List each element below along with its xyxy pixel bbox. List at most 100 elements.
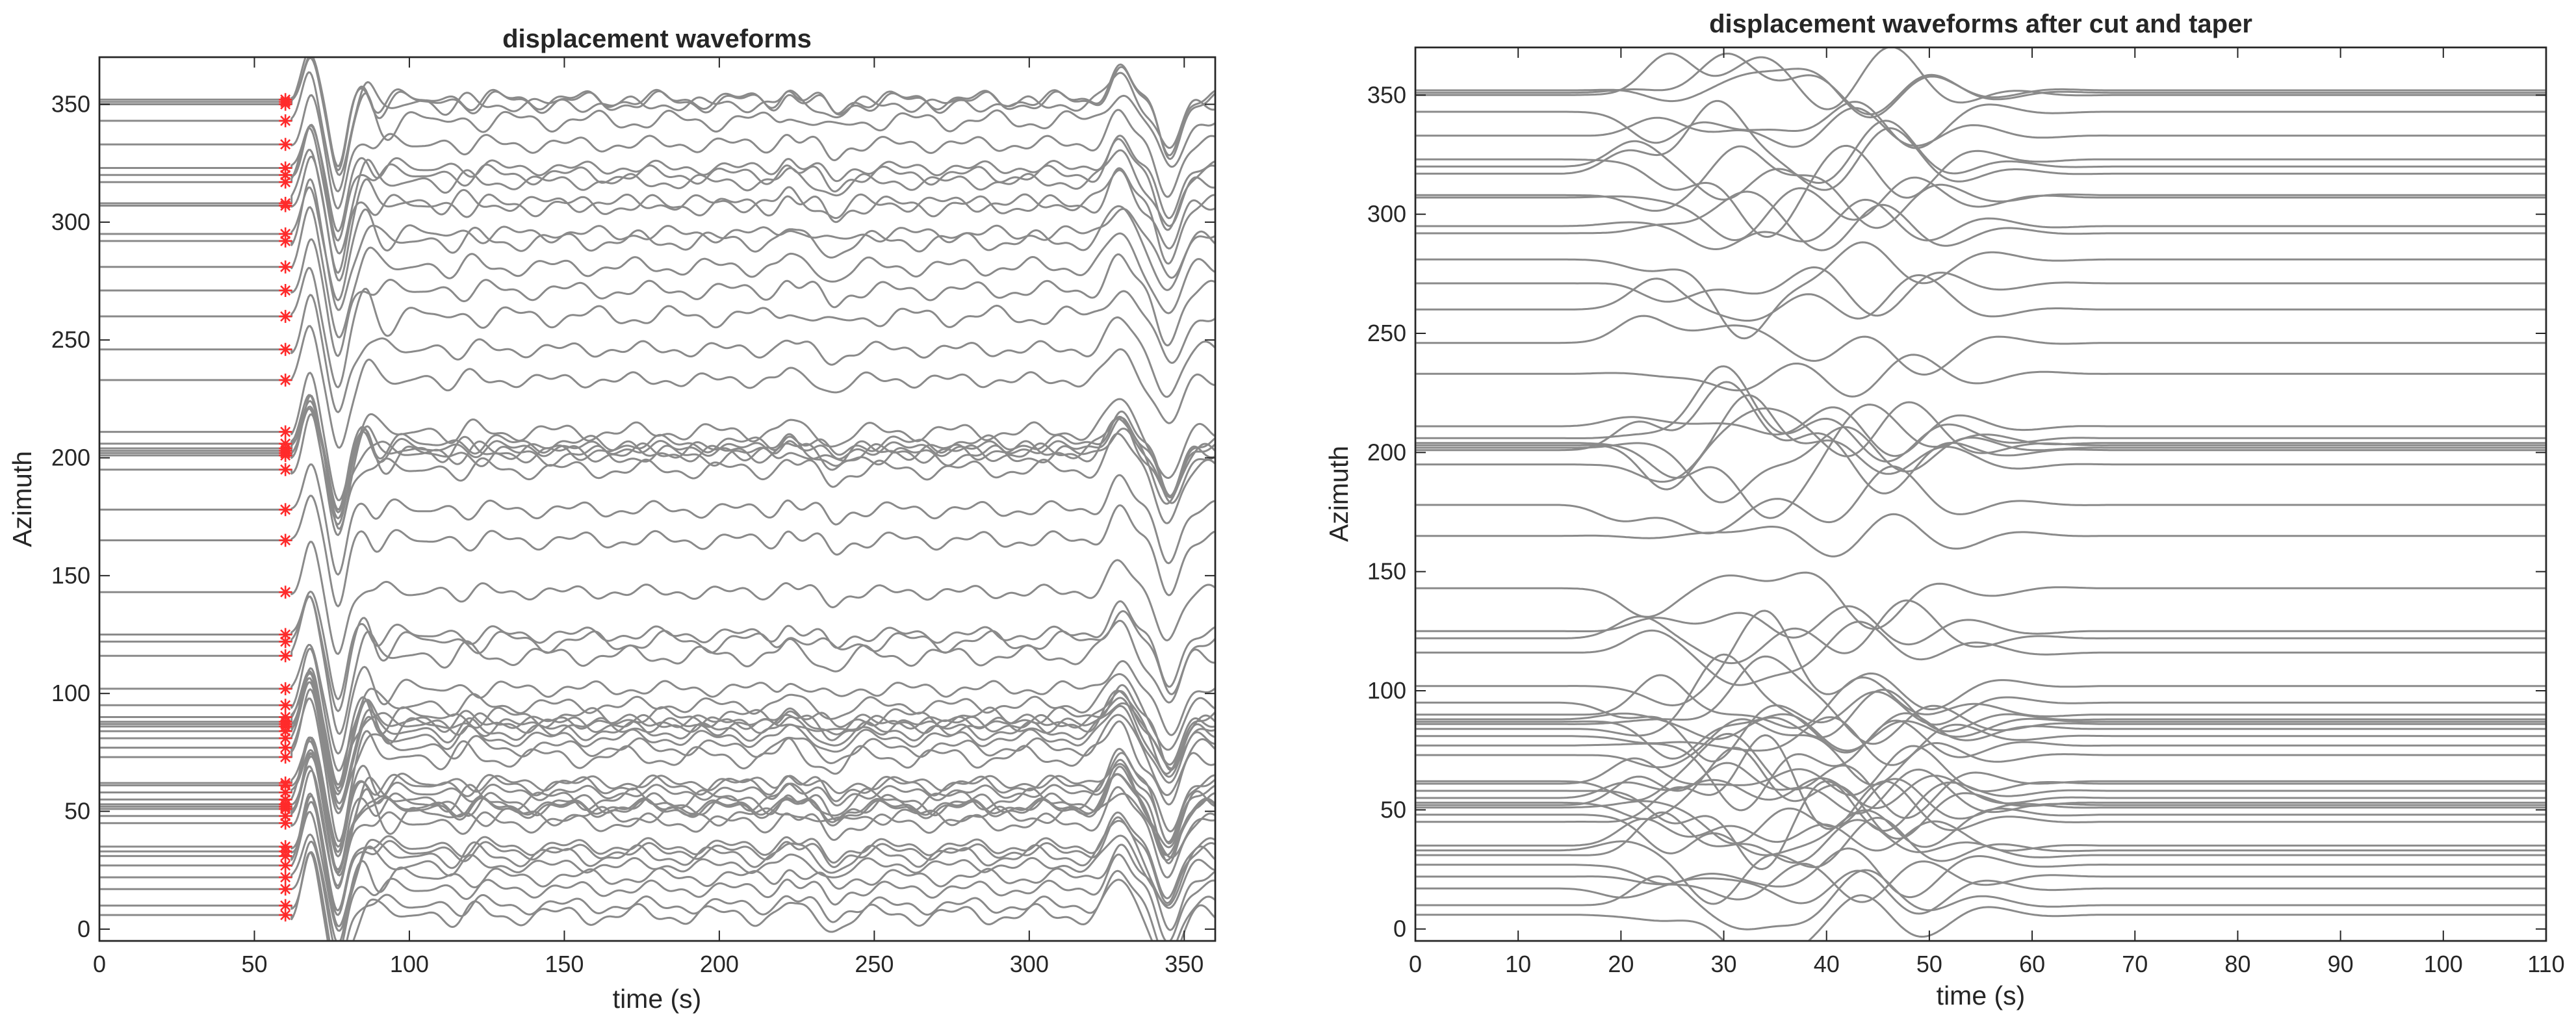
tapered-waveform-trace [1415,107,2546,148]
x-tick-label: 0 [1409,951,1422,977]
waveform-trace [99,495,1215,608]
y-tick-label: 200 [1367,439,1406,465]
tapered-waveform-trace [1415,655,2546,745]
waveform-trace [99,294,1215,413]
y-tick-label: 350 [1367,81,1406,108]
right-chart-panel: 0 10 20 30 40 50 60 70 80 90 100 110 0 50 100 150 200 25… [1324,10,2565,1010]
pick-marker [279,699,292,712]
waveform-trace [99,400,1215,511]
tapered-waveform-trace [1415,653,2546,754]
pick-marker [279,260,292,274]
x-tick-label: 110 [2527,951,2564,977]
waveform-trace [99,124,1215,233]
y-tick-label: 0 [77,916,90,942]
waveform-trace [99,266,1215,389]
x-tick-label: 200 [700,951,739,977]
tapered-waveform-trace [1415,674,2546,729]
x-tick-label: 0 [93,951,106,977]
waveform-trace [99,155,1215,274]
pick-marker [279,585,292,599]
tapered-waveform-trace [1415,869,2546,915]
pick-marker [279,284,292,297]
left-y-axis-label: Azimuth [7,451,37,547]
x-tick-label: 100 [2424,951,2463,977]
waveform-trace [99,811,1215,932]
waveform-trace [99,57,1215,176]
pick-marker [279,682,292,695]
tapered-waveform-trace [1415,847,2546,899]
tapered-waveform-trace [1415,811,2546,864]
tapered-waveform-trace [1415,734,2546,832]
tapered-waveform-trace [1415,120,2546,201]
tapered-waveform-trace [1415,775,2546,810]
waveform-trace [99,178,1215,311]
x-tick-label: 20 [1608,951,1634,977]
pick-marker [279,138,292,151]
tapered-waveform-trace [1415,571,2546,630]
tapered-waveform-trace [1415,365,2546,463]
right-x-axis-label: time (s) [1937,981,2026,1010]
tapered-waveform-trace [1415,68,2546,119]
waveform-trace [99,372,1215,502]
waveform-trace [99,749,1215,858]
pick-marker [279,114,292,127]
waveform-trace [99,851,1215,941]
pick-marker [279,533,292,547]
waveform-trace [99,736,1215,877]
waveform-trace [99,541,1215,655]
waveform-trace [99,463,1215,576]
waveform-trace [99,94,1215,210]
y-tick-label: 150 [51,562,90,589]
waveform-trace [99,697,1215,842]
y-tick-label: 150 [1367,558,1406,585]
waveform-trace [99,765,1215,887]
pick-marker [279,858,292,872]
left-y-ticks: 0 50 100 150 200 250 300 350 [51,91,1215,942]
tapered-waveform-trace [1415,513,2546,558]
tapered-waveform-trace [1415,99,2546,191]
right-chart-title: displacement waveforms after cut and tap… [1709,10,2252,38]
waveform-trace [99,123,1215,242]
tapered-waveform-trace [1415,894,2546,941]
tapered-waveform-trace [1415,732,2546,819]
x-tick-label: 80 [2224,951,2250,977]
pick-marker [279,227,292,240]
x-tick-label: 70 [2122,951,2148,977]
tapered-waveform-trace [1415,688,2546,740]
tapered-waveform-trace [1415,605,2546,646]
right-y-axis-label: Azimuth [1324,446,1354,542]
pick-marker [279,463,292,476]
x-tick-label: 250 [855,951,894,977]
waveform-trace [99,595,1215,735]
pick-marker [279,628,292,641]
waveform-trace [99,71,1215,193]
tapered-waveform-trace [1415,190,2546,251]
tapered-waveform-trace [1415,780,2546,870]
tapered-waveform-trace [1415,869,2546,931]
y-tick-label: 300 [1367,201,1406,227]
waveform-trace [99,394,1215,520]
tapered-waveform-trace [1415,198,2546,250]
pick-marker [279,196,292,210]
pick-marker [279,871,292,884]
waveform-trace [99,186,1215,302]
tapered-waveform-trace [1415,860,2546,903]
waveform-trace [99,206,1215,339]
waveform-trace [99,591,1215,700]
x-tick-label: 50 [241,951,267,977]
y-tick-label: 50 [64,798,90,825]
waveform-trace [99,667,1215,790]
tapered-waveform-trace [1415,691,2546,763]
waveform-trace [99,238,1215,357]
waveform-trace [99,851,1215,941]
y-tick-label: 350 [51,91,90,118]
pick-marker [279,425,292,439]
tapered-waveform-trace [1415,53,2546,116]
y-tick-label: 250 [1367,320,1406,346]
tapered-waveform-trace [1415,599,2546,665]
tapered-waveform-trace [1415,426,2546,504]
y-tick-label: 100 [51,680,90,706]
waveform-trace [99,149,1215,282]
pick-marker [279,649,292,663]
left-waveform-traces [99,57,1215,941]
